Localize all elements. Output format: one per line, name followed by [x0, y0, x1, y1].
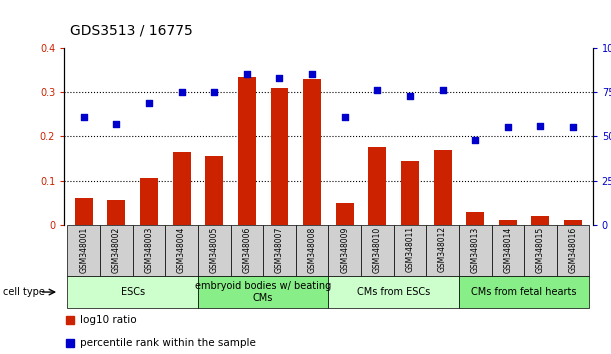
- Point: [503, 125, 513, 130]
- Bar: [401, 161, 419, 225]
- Bar: [205, 156, 223, 225]
- Bar: [67, 276, 198, 308]
- Bar: [173, 152, 191, 225]
- Bar: [296, 225, 329, 276]
- Bar: [263, 225, 296, 276]
- Text: GSM348005: GSM348005: [210, 226, 219, 273]
- Point: [470, 137, 480, 143]
- Text: GSM348013: GSM348013: [470, 226, 480, 273]
- Bar: [140, 178, 158, 225]
- Text: GDS3513 / 16775: GDS3513 / 16775: [70, 23, 193, 37]
- Text: log10 ratio: log10 ratio: [80, 315, 137, 325]
- Point: [79, 114, 89, 120]
- Point: [210, 89, 219, 95]
- Point: [437, 87, 447, 93]
- Bar: [100, 225, 133, 276]
- Text: CMs from ESCs: CMs from ESCs: [357, 287, 430, 297]
- Point: [111, 121, 121, 127]
- Point: [340, 114, 349, 120]
- Point: [568, 125, 578, 130]
- Point: [144, 100, 154, 105]
- Text: embryoid bodies w/ beating
CMs: embryoid bodies w/ beating CMs: [195, 281, 331, 303]
- Text: GSM348014: GSM348014: [503, 226, 513, 273]
- Bar: [466, 211, 484, 225]
- Bar: [491, 225, 524, 276]
- Bar: [393, 225, 426, 276]
- Bar: [303, 79, 321, 225]
- Text: GSM348001: GSM348001: [79, 226, 88, 273]
- Point: [536, 123, 546, 129]
- Bar: [198, 276, 329, 308]
- Bar: [133, 225, 166, 276]
- Text: GSM348004: GSM348004: [177, 226, 186, 273]
- Bar: [108, 200, 125, 225]
- Point: [274, 75, 284, 81]
- Bar: [238, 76, 256, 225]
- Bar: [368, 147, 386, 225]
- Bar: [361, 225, 393, 276]
- Bar: [557, 225, 590, 276]
- Text: GSM348008: GSM348008: [307, 226, 316, 273]
- Point: [242, 72, 252, 77]
- Text: CMs from fetal hearts: CMs from fetal hearts: [472, 287, 577, 297]
- Bar: [271, 88, 288, 225]
- Bar: [524, 225, 557, 276]
- Bar: [434, 149, 452, 225]
- Text: GSM348007: GSM348007: [275, 226, 284, 273]
- Bar: [166, 225, 198, 276]
- Bar: [564, 220, 582, 225]
- Text: GSM348003: GSM348003: [144, 226, 153, 273]
- Text: GSM348016: GSM348016: [569, 226, 577, 273]
- Bar: [230, 225, 263, 276]
- Text: cell type: cell type: [3, 287, 45, 297]
- Text: ESCs: ESCs: [120, 287, 145, 297]
- Text: GSM348015: GSM348015: [536, 226, 545, 273]
- Bar: [459, 276, 590, 308]
- Bar: [426, 225, 459, 276]
- Text: GSM348006: GSM348006: [243, 226, 251, 273]
- Bar: [198, 225, 230, 276]
- Point: [177, 89, 186, 95]
- Point: [373, 87, 382, 93]
- Text: GSM348012: GSM348012: [438, 226, 447, 273]
- Text: percentile rank within the sample: percentile rank within the sample: [80, 338, 256, 348]
- Bar: [329, 225, 361, 276]
- Bar: [67, 225, 100, 276]
- Bar: [336, 202, 354, 225]
- Text: GSM348011: GSM348011: [406, 226, 414, 273]
- Bar: [532, 216, 549, 225]
- Text: GSM348002: GSM348002: [112, 226, 121, 273]
- Bar: [75, 198, 93, 225]
- Text: GSM348009: GSM348009: [340, 226, 349, 273]
- Bar: [329, 276, 459, 308]
- Bar: [459, 225, 491, 276]
- Point: [307, 72, 317, 77]
- Bar: [499, 220, 517, 225]
- Text: GSM348010: GSM348010: [373, 226, 382, 273]
- Point: [405, 93, 415, 98]
